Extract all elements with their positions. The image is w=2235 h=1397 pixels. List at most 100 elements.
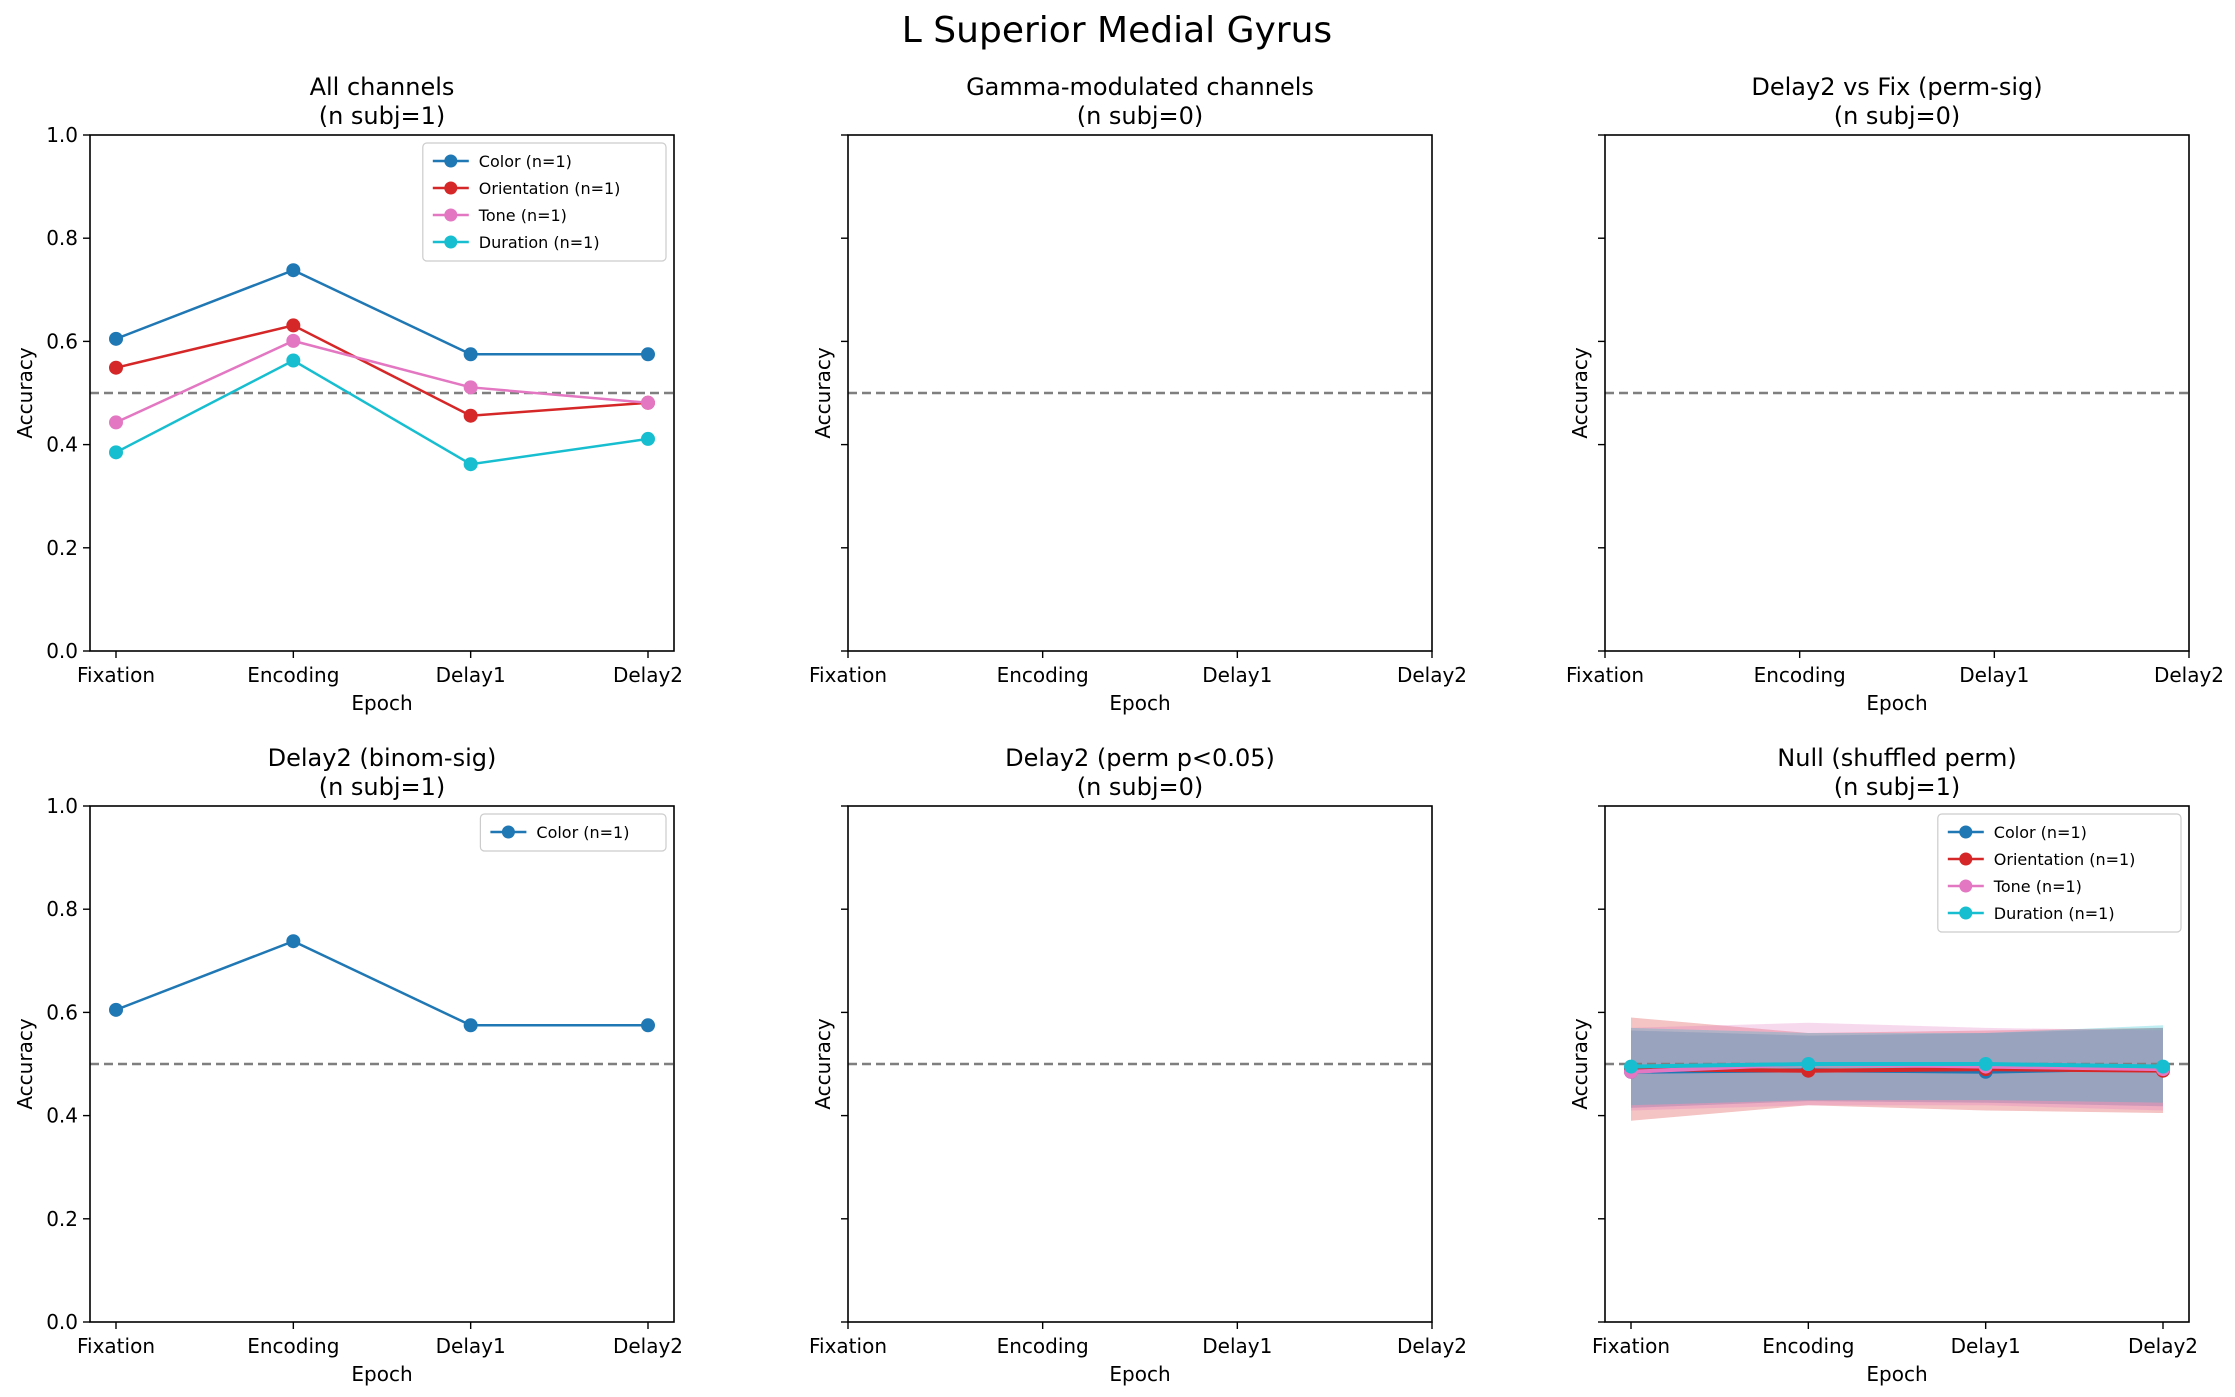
y-tick-label: 0.4 — [46, 433, 78, 457]
legend-box — [422, 142, 667, 262]
point-duration-2 — [286, 353, 301, 368]
y-tick-label: 0.2 — [46, 536, 78, 560]
legend: Color (n=1) Orientation (n=1) Tone (n=1) Du… — [422, 142, 667, 262]
y-tick-label: 0.8 — [46, 226, 78, 250]
y-axis-label: Accuracy — [811, 347, 835, 438]
panel-subtitle: (n subj=1) — [319, 102, 446, 130]
y-tick-label: 0.6 — [46, 1000, 78, 1024]
series-line-orientation — [115, 324, 649, 417]
x-tick-label: Delay1 — [436, 663, 506, 687]
legend-marker-color — [444, 154, 458, 168]
band-color — [1631, 1027, 2163, 1108]
x-axis-label: Epoch — [1109, 691, 1170, 715]
x-tick-label: Fixation — [1566, 663, 1644, 687]
legend: Color (n=1) Orientation (n=1) Tone (n=1) Du… — [1937, 813, 2182, 933]
panel-title: Delay2 vs Fix (perm-sig) — [1751, 73, 2042, 101]
point-orientation-2 — [286, 318, 301, 333]
panel-subtitle: (n subj=0) — [1077, 102, 1204, 130]
x-tick-label: Fixation — [77, 1334, 155, 1358]
legend-label-duration: Duration (n=1) — [479, 233, 600, 252]
legend-marker-orientation — [1959, 852, 1973, 866]
x-tick-label: Delay1 — [1202, 1334, 1272, 1358]
point-duration-4 — [2156, 1059, 2170, 1074]
legend-label-color: Color (n=1) — [479, 152, 572, 171]
x-axis-label: Epoch — [351, 1362, 412, 1386]
point-color-3 — [463, 1018, 478, 1033]
x-tick-label: Delay1 — [1202, 663, 1272, 687]
point-color-2 — [286, 263, 301, 278]
x-axis-label: Epoch — [1109, 1362, 1170, 1386]
panel-1: All channels(n subj=1) 0.0 0.2 0.4 0.6 0.8 1.0… — [13, 73, 683, 715]
y-tick-label: 0.2 — [46, 1207, 78, 1231]
x-tick-label: Encoding — [247, 663, 339, 687]
point-duration-2 — [1801, 1057, 1816, 1071]
point-color-2 — [286, 934, 301, 949]
series-line-color — [115, 268, 648, 356]
legend-marker-tone — [444, 208, 458, 222]
panel-subtitle: (n subj=1) — [1834, 773, 1961, 801]
y-tick-label: 0.6 — [46, 329, 78, 353]
y-tick-label: 0.4 — [46, 1104, 78, 1128]
point-orientation-3 — [463, 408, 478, 423]
x-axis-label: Epoch — [351, 691, 412, 715]
legend-label-color: Color (n=1) — [536, 823, 629, 842]
x-axis-label: Epoch — [1866, 1362, 1927, 1386]
legend-marker-orientation — [444, 181, 458, 195]
point-color-1 — [109, 1002, 123, 1017]
series-line-color — [115, 939, 648, 1027]
legend-marker-tone — [1959, 879, 1973, 893]
legend-marker-color — [1959, 825, 1973, 839]
legend-label-duration: Duration (n=1) — [1994, 904, 2115, 923]
legend-box — [479, 813, 667, 852]
y-axis-label: Accuracy — [811, 1018, 835, 1109]
legend-box — [1937, 813, 2182, 933]
x-tick-label: Encoding — [247, 1334, 339, 1358]
point-color-4 — [641, 347, 655, 362]
series-line-duration — [1630, 1062, 2164, 1069]
x-tick-label: Encoding — [1762, 1334, 1854, 1358]
point-duration-4 — [641, 431, 655, 446]
point-tone-4 — [641, 395, 655, 410]
y-tick-label: 0.0 — [46, 639, 78, 663]
axes-frame — [89, 805, 675, 1323]
x-axis-label: Epoch — [1866, 691, 1927, 715]
x-tick-label: Delay2 — [2154, 663, 2224, 687]
panel-subtitle: (n subj=0) — [1077, 773, 1204, 801]
legend-label-orientation: Orientation (n=1) — [1994, 850, 2136, 869]
y-axis-label: Accuracy — [13, 1018, 37, 1109]
point-duration-1 — [109, 445, 123, 460]
point-color-4 — [641, 1018, 655, 1033]
x-tick-label: Delay1 — [1951, 1334, 2021, 1358]
panel-title: Delay2 (binom-sig) — [268, 744, 497, 772]
point-duration-3 — [1978, 1057, 1993, 1071]
legend-label-tone: Tone (n=1) — [478, 206, 567, 225]
x-tick-label: Delay1 — [436, 1334, 506, 1358]
x-tick-label: Delay2 — [2128, 1334, 2198, 1358]
x-tick-label: Encoding — [997, 663, 1089, 687]
legend-label-orientation: Orientation (n=1) — [479, 179, 621, 198]
x-tick-label: Encoding — [1754, 663, 1846, 687]
x-tick-label: Fixation — [809, 1334, 887, 1358]
point-duration-1 — [1624, 1059, 1638, 1074]
y-tick-label: 1.0 — [46, 794, 78, 818]
axes-frame — [1604, 134, 2190, 652]
point-tone-3 — [463, 380, 478, 395]
legend-label-tone: Tone (n=1) — [1993, 877, 2082, 896]
point-tone-2 — [286, 333, 301, 348]
y-axis-label: Accuracy — [1568, 1018, 1592, 1109]
series-line-orientation — [1630, 1067, 2164, 1073]
panel-title: Delay2 (perm p<0.05) — [1005, 744, 1275, 772]
series-line-tone — [115, 339, 649, 424]
x-tick-label: Delay1 — [1959, 663, 2029, 687]
legend: Color (n=1) — [479, 813, 667, 852]
panel-4: Delay2 (binom-sig)(n subj=1) 0.0 0.2 0.4 0.6… — [13, 744, 683, 1386]
axes-frame — [89, 134, 675, 652]
x-tick-label: Fixation — [77, 663, 155, 687]
figure-suptitle: L Superior Medial Gyrus — [902, 10, 1332, 51]
point-color-3 — [463, 347, 478, 362]
panel-subtitle: (n subj=0) — [1834, 102, 1961, 130]
panel-6: Null (shuffled perm)(n subj=1) Fixation En… — [1568, 744, 2198, 1386]
panel-subtitle: (n subj=1) — [319, 773, 446, 801]
point-duration-3 — [463, 457, 478, 472]
